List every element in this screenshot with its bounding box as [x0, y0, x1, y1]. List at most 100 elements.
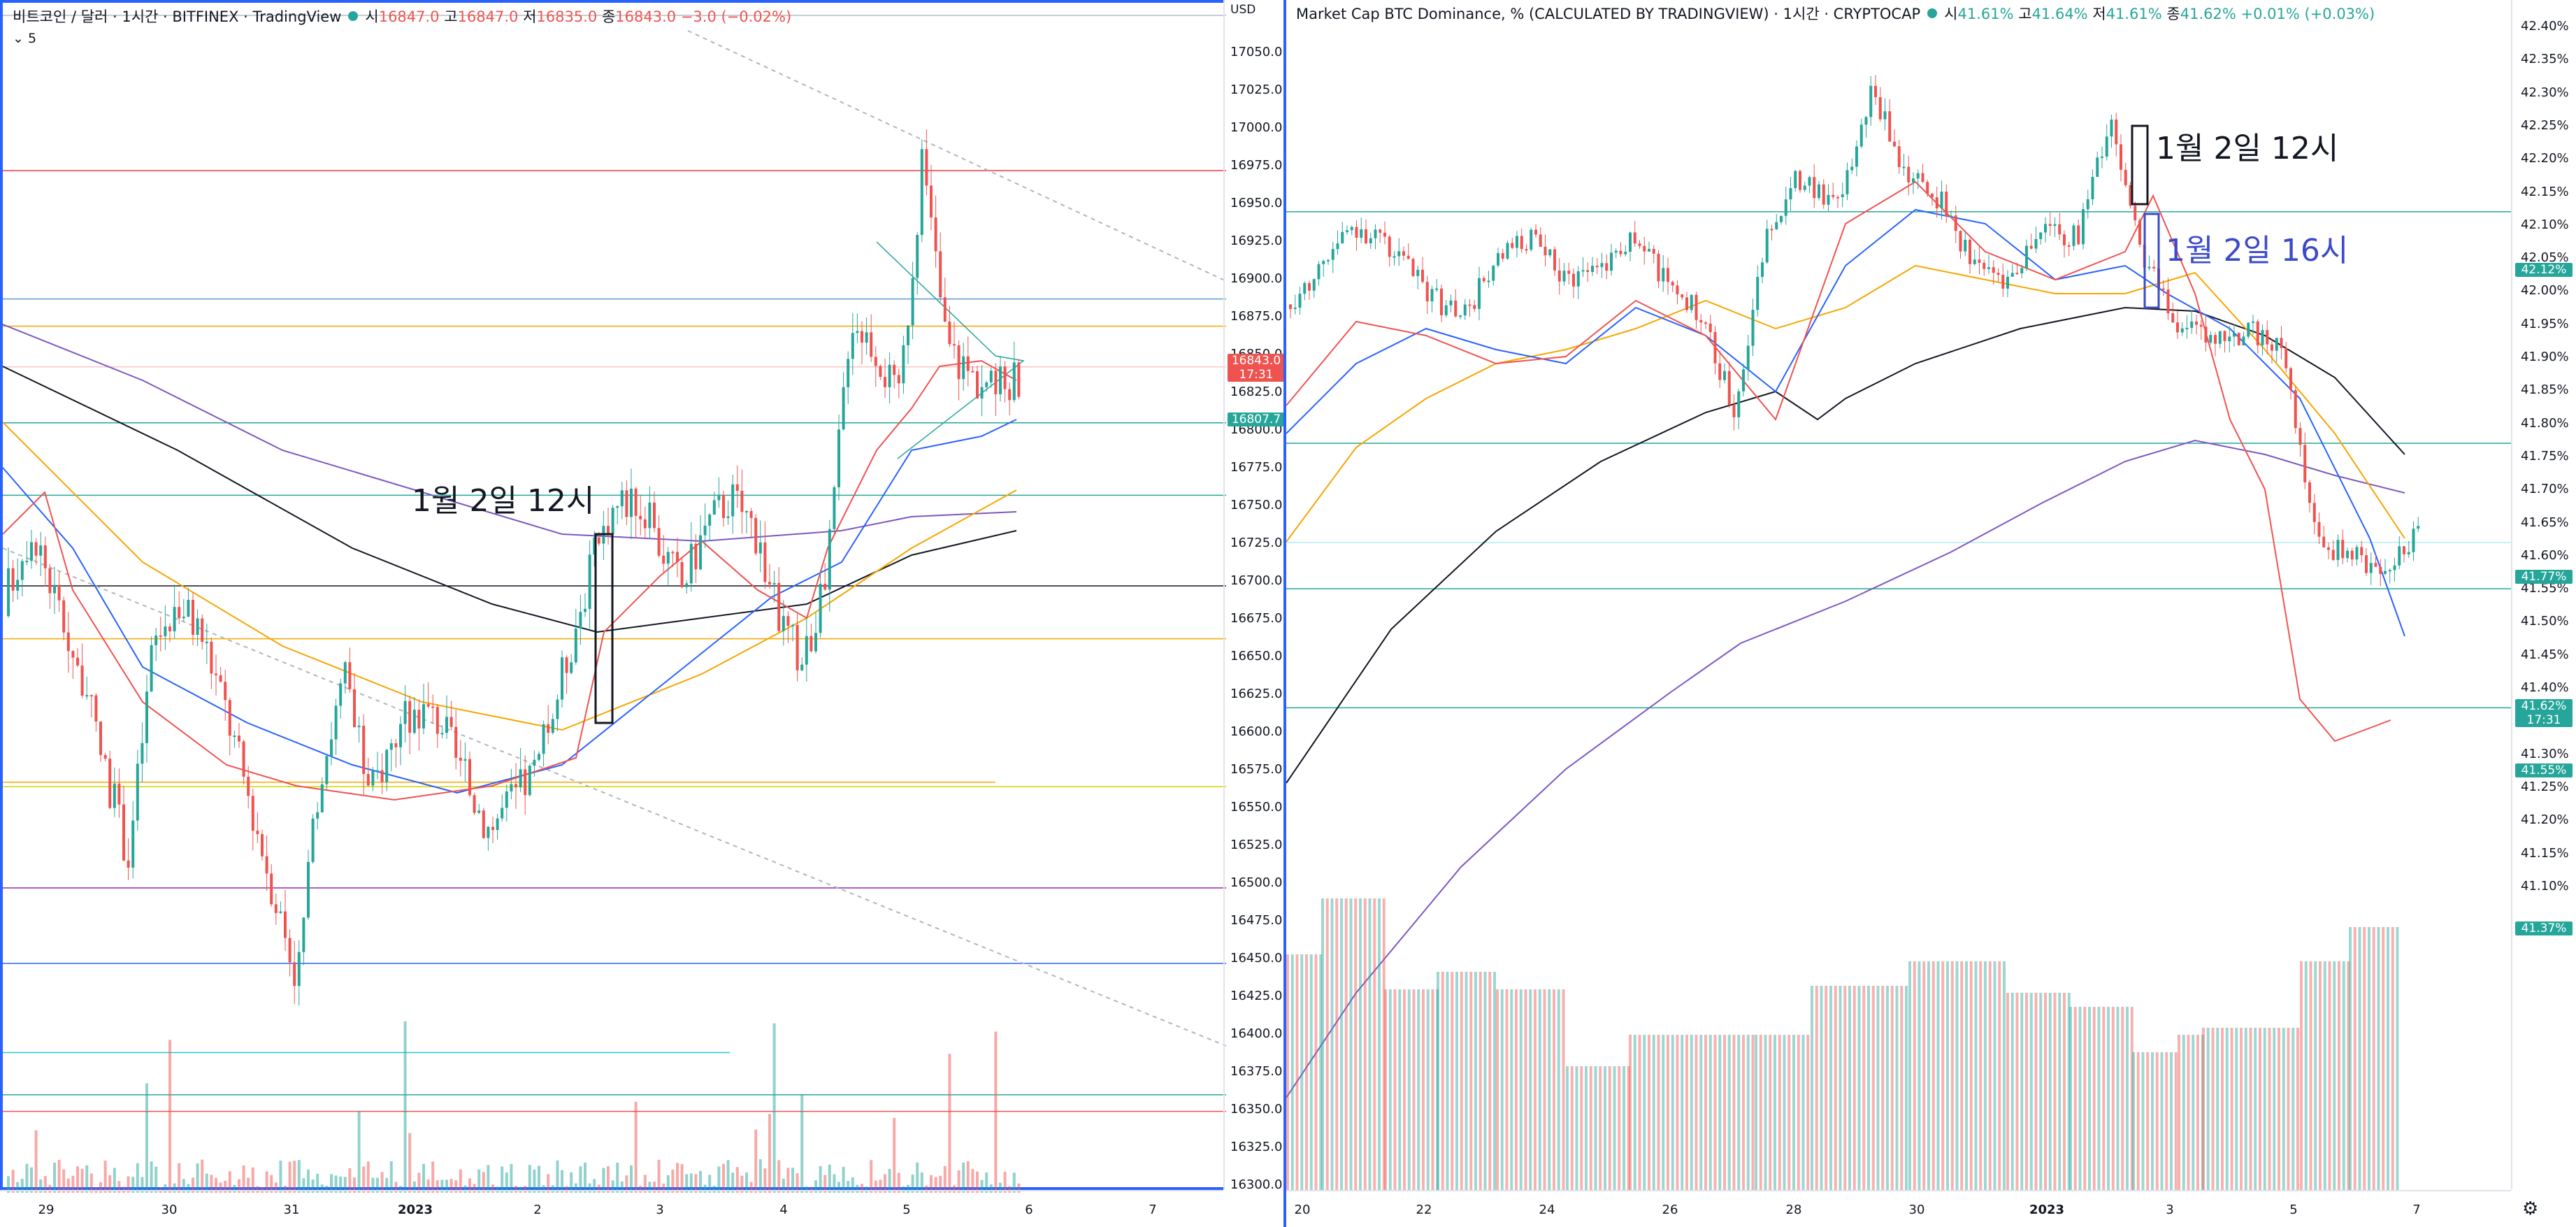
candle-body — [916, 235, 919, 278]
volume-bar — [1871, 986, 1875, 1190]
candle-body — [1317, 264, 1321, 280]
volume-bar — [717, 1166, 721, 1193]
candle-body — [1557, 270, 1561, 282]
volume-bar — [694, 1174, 698, 1193]
candle-body — [39, 545, 43, 556]
volume-bar — [524, 1186, 527, 1193]
volume-bar — [122, 1186, 125, 1193]
candle-body — [80, 665, 84, 696]
volume-bar — [2396, 927, 2399, 1190]
dominance-price-axis[interactable]: 42.40% 42.35% 42.30% 42.25% 42.20% 42.15% 42.1… — [2511, 0, 2576, 1190]
volume-bar — [561, 1170, 563, 1193]
time-tick-label: 26 — [1662, 1203, 1678, 1217]
volume-bar — [814, 1180, 817, 1193]
volume-bar — [1319, 954, 1323, 1190]
volume-bar — [2201, 1035, 2204, 1190]
dominance-chart-pane[interactable]: Market Cap BTC Dominance, % (CALCULATED … — [1286, 0, 2576, 1227]
volume-bar — [2132, 1052, 2135, 1190]
change-value: −3.0 (−0.02%) — [680, 8, 792, 25]
volume-bar — [1713, 1035, 1717, 1190]
candle-body — [814, 633, 817, 652]
price-tick-label: 41.55% — [2521, 581, 2569, 596]
candle-body — [2086, 199, 2089, 210]
candle-body — [1964, 239, 1967, 252]
candle-body — [233, 736, 236, 738]
gear-icon[interactable]: ⚙ — [2522, 1198, 2539, 1219]
candle-body — [2308, 482, 2311, 503]
volume-bar — [1988, 961, 1992, 1190]
volume-bar — [164, 1184, 167, 1193]
volume-bar — [2273, 1028, 2276, 1190]
time-tick-label: 29 — [38, 1203, 55, 1217]
candle-body — [2110, 120, 2113, 137]
volume-bar — [80, 1168, 84, 1193]
candle-body — [2350, 550, 2354, 560]
candle-body — [2369, 563, 2373, 573]
volume-bar — [288, 1161, 292, 1193]
candle-body — [510, 784, 513, 791]
volume-bar — [1589, 1066, 1592, 1190]
candle-body — [1303, 282, 1307, 294]
candle-body — [1751, 310, 1755, 346]
volume-bar — [800, 1095, 804, 1193]
volume-bar — [71, 1175, 75, 1193]
candle-body — [1534, 229, 1537, 235]
candle-body — [2180, 328, 2184, 333]
level-value: 42.12% — [2521, 263, 2567, 277]
moving-average-line — [3, 324, 1017, 543]
price-tick-label: 41.20% — [2521, 812, 2569, 828]
volume-bar — [270, 1175, 273, 1193]
open-value: 41.61% — [1957, 6, 2014, 22]
volume-bar — [2254, 1028, 2257, 1190]
dominance-symbol-title[interactable]: Market Cap BTC Dominance, % (CALCULATED … — [1296, 6, 1921, 22]
candle-body — [1425, 282, 1429, 302]
candle-body — [136, 763, 139, 821]
candle-body — [768, 582, 771, 584]
volume-bar — [399, 1186, 402, 1193]
volume-bar — [980, 1179, 984, 1193]
candle-body — [1581, 270, 1585, 272]
volume-bar — [440, 1179, 444, 1193]
currency-selector[interactable]: USD — [1230, 3, 1256, 17]
candle-body — [749, 510, 753, 518]
btc-price-plot[interactable]: 비트코인 / 달러 · 1시간 · BITFINEX · TradingView… — [0, 0, 1226, 1193]
btc-annotation-label[interactable]: 1월 2일 12시 — [412, 483, 595, 519]
candle-body — [108, 759, 112, 808]
candle-body — [2294, 389, 2297, 429]
candle-body — [994, 371, 998, 394]
volume-bar — [2328, 961, 2331, 1190]
volume-bar — [726, 1160, 730, 1193]
volume-bar — [893, 1118, 896, 1193]
candle-body — [1808, 177, 1811, 186]
btc-price-axis[interactable]: USD 17050.0 17025.0 17000.0 16975.0 16950.0 1… — [1223, 0, 1285, 1192]
volume-bar — [1751, 1035, 1755, 1190]
candle-body — [2025, 245, 2028, 268]
dominance-annotation-16h[interactable]: 1월 2일 16시 — [2166, 233, 2349, 268]
indicators-collapse-toggle[interactable]: ⌄ 5 — [13, 31, 37, 46]
btc-symbol-title[interactable]: 비트코인 / 달러 · 1시간 · BITFINEX · TradingView — [13, 8, 342, 25]
candle-body — [925, 149, 928, 186]
candle-body — [2355, 547, 2359, 560]
countdown-value: 17:31 — [2526, 713, 2561, 727]
dominance-plot[interactable]: Market Cap BTC Dominance, % (CALCULATED … — [1286, 0, 2511, 1190]
volume-bar — [1708, 1035, 1712, 1190]
dominance-time-axis[interactable]: 20 22 24 26 28 30 2023 3 5 7 ⚙ — [1286, 1190, 2538, 1227]
candle-body — [1959, 231, 1962, 252]
volume-bar — [888, 1168, 891, 1193]
btc-chart-pane[interactable]: 비트코인 / 달러 · 1시간 · BITFINEX · TradingView… — [0, 0, 1286, 1227]
volume-bar — [1629, 1035, 1632, 1190]
candle-body — [11, 568, 15, 591]
pane-split-divider[interactable] — [1283, 0, 1288, 1227]
candle-body — [454, 726, 458, 758]
volume-bar — [1417, 989, 1420, 1190]
volume-bar — [777, 1160, 781, 1193]
btc-time-axis[interactable]: 29 30 31 2023 2 3 4 5 6 7 — [0, 1190, 1223, 1227]
candle-body — [939, 251, 942, 298]
volume-bar — [874, 1180, 877, 1193]
candle-body — [1756, 277, 1760, 310]
market-status-icon — [1927, 8, 1938, 18]
candle-body — [25, 561, 29, 563]
dominance-annotation-12h[interactable]: 1월 2일 12시 — [2156, 131, 2339, 166]
time-tick-label: 2 — [533, 1203, 542, 1217]
volume-bar — [953, 1185, 956, 1193]
